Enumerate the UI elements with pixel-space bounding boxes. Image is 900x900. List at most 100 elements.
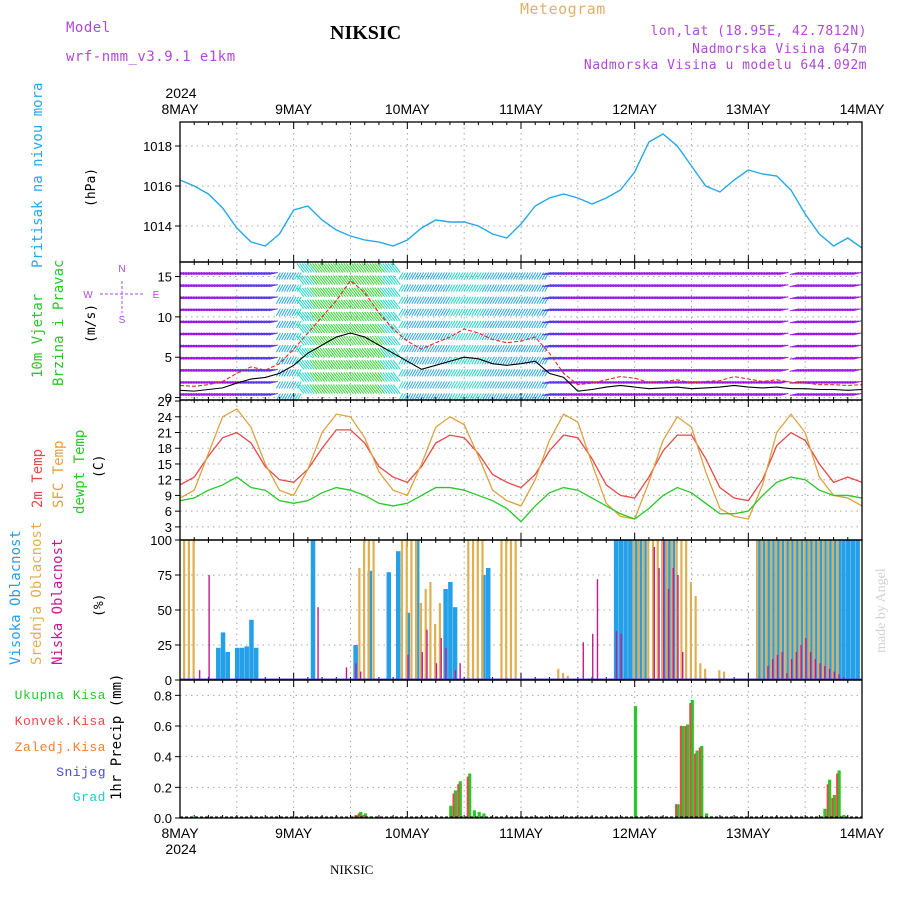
cloud-mid-bar [666,540,669,680]
cloud-low-bar [653,547,656,680]
cloud-mid-bar [561,673,565,680]
cloud-mid-bar [183,540,186,680]
cloud-high-bar [613,540,619,680]
cloud-mid-bar [704,668,707,680]
cloud-mid-bar [831,540,835,680]
cloud-low-bar [620,633,622,680]
cloud-mid-bar [192,540,195,680]
dewpoint-line [179,476,863,523]
cloud-mid-bar [358,568,361,680]
compass-e: E [153,290,160,301]
cloud-high-bar [623,540,628,680]
cloud-low-bar [592,633,594,680]
cloud-mid-bar [760,540,764,680]
cloud-mid-bar [363,540,366,680]
precip-total-bar [832,795,836,818]
time-tick-bottom-13MAY: 13MAY [726,825,772,841]
cloud-mid-bar [685,540,688,680]
cloud-mid-bar [642,540,645,680]
year-label-top: 2024 [165,85,196,101]
panel-frame-1 [179,261,863,401]
wind-speed-line [179,332,863,392]
cloud-mid-bar [632,540,636,680]
cloud-mid-bar [680,540,683,680]
cloud-low-bar [208,575,210,680]
chart-title: Meteogram [520,0,606,18]
y-tick-label: 0.8 [154,688,172,703]
cloud-mid-bar [779,540,782,680]
cloud-mid-bar [793,540,797,680]
cloud-mid-bar [410,540,413,680]
time-tick-top-11MAY: 11MAY [499,101,543,117]
time-tick-top-9MAY: 9MAY [275,101,313,117]
cloud-high-bar [249,619,254,680]
cloud-low-bar [776,654,779,680]
cloud-mid-bar [689,582,692,680]
precip-total-bar [842,814,846,818]
cloud-mid-bar [500,540,503,680]
cloud-mid-bar [566,675,569,680]
cloud-mid-bar [481,540,484,680]
cloud-low-bar [828,668,831,680]
cloud-low-bar [838,674,840,680]
time-tick-bottom-14MAY: 14MAY [840,825,886,841]
cloud-low-bar [596,579,599,680]
time-tick-bottom-11MAY: 11MAY [499,825,543,841]
legend-snow: Snijeg [56,765,106,780]
time-tick-bottom-9MAY: 9MAY [275,825,313,841]
cloud-mid-bar [661,540,664,680]
y-tick-label: 15 [158,457,172,472]
precip-total-bar [363,813,368,818]
cloud-mid-bar [647,540,650,680]
legend-convective-rain: Konvek.Kisa [14,714,106,729]
legend-total-rain: Ukupna Kisa [14,688,106,703]
cloud-low-bar [407,654,409,680]
precip-convective-bar [457,784,460,818]
precip-convective-bar [826,784,829,818]
cloud-mid-bar [775,540,778,680]
y-tick-label: 0.6 [154,719,172,734]
cloud-high-bar [845,540,851,680]
precip-convective-bar [353,816,356,818]
compass-s: S [119,315,126,326]
time-tick-bottom-10MAY: 10MAY [385,825,431,841]
cloud-mid-bar [514,540,517,680]
precip-convective-bar [679,726,682,818]
model-run: wrf-nmm_v3.9.1 e1km [66,49,236,65]
cloud-mid-bar [509,540,513,680]
cloud-low-bar [790,659,793,680]
cloud-high-bar [485,568,491,680]
precip-convective-bar [831,798,834,818]
cloud-mid-bar [803,540,806,680]
cloud-low-bar [809,652,812,680]
precip-total-bar [837,770,841,818]
precip-total-bar [633,706,638,818]
precip-total-bar [700,745,704,818]
cloud-low-bar [833,671,835,680]
y-tick-label: 27 [158,394,172,409]
precip-total-bar [690,699,694,818]
cloud-mid-bar [656,540,659,680]
precip-total-bar [449,805,453,818]
y-tick-label: 0.0 [154,811,172,826]
y-tick-label: 18 [158,441,172,456]
y-tick-label: 1014 [143,219,172,234]
time-tick-bottom-8MAY: 8MAY [161,825,199,841]
cloud-mid-bar [675,540,678,680]
cloud-high-bar [244,646,249,680]
cloud-mid-bar [400,540,404,680]
cloud-high-bar [220,632,226,680]
y-tick-label: 12 [158,473,172,488]
wind-gust-line [179,279,863,387]
cloud-low-bar [824,666,826,680]
cloud-mid-bar [694,596,697,680]
cloud-mid-bar [434,624,437,680]
cloud-mid-bar [699,663,702,680]
y-tick-label: 3 [165,520,172,535]
y-tick-label: 1018 [143,139,172,154]
y-tick-label: 10 [158,310,172,325]
y-tick-label: 6 [165,504,172,519]
time-tick-top-14MAY: 14MAY [840,101,886,117]
cloud-high-bar [618,540,624,680]
